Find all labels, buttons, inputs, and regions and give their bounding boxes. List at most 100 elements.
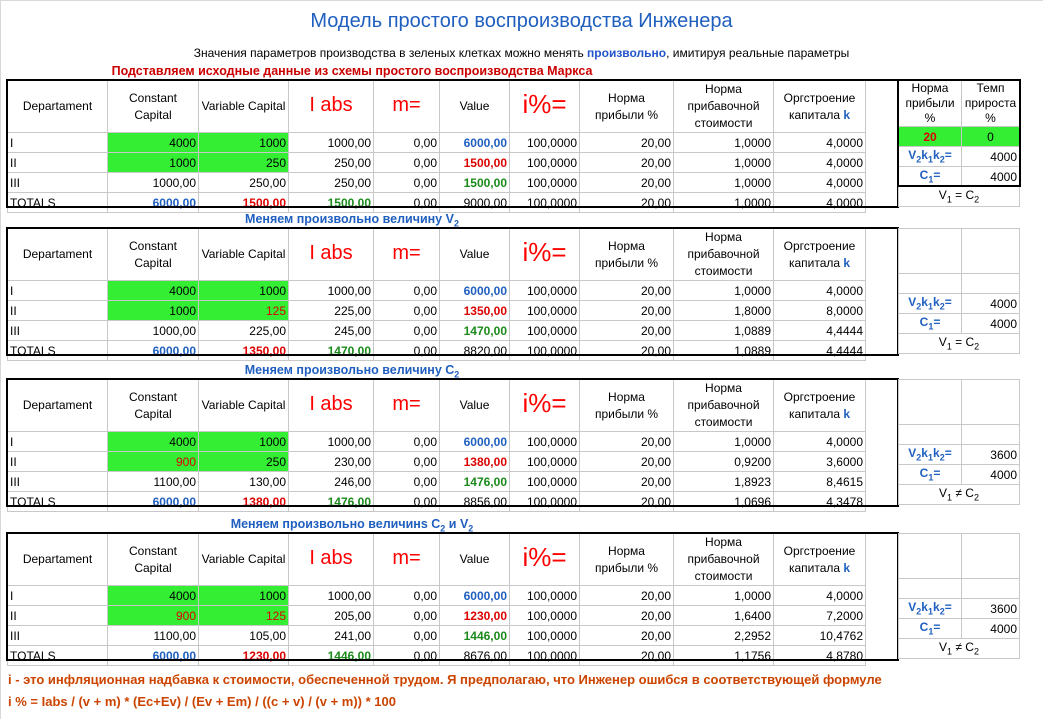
subtitle-text-end: , имитируя реальные параметры [666,46,850,60]
side-panel-4: V2k1k2= 3600 C1= 4000 V1 ≠ C2 [898,533,1020,659]
table-row: TOTALS 6000,00 1500,00 1500,00 0,00 9000,00 10… [7,192,866,213]
cell-r3-c6: 1446,00 [439,625,510,646]
side-empty [898,379,962,425]
cell-r1-c8: 20,00 [579,431,674,452]
cell-r2-c3[interactable]: 125 [198,605,289,626]
side-c1-label: C1= [898,166,962,187]
cell-r1-c1: I [7,431,108,452]
cell-r3-c6: 1476,00 [439,471,510,492]
header-surplus: Норма прибавочной стоимости [673,379,774,432]
cell-r4-c2: 6000,00 [107,192,199,213]
cell-r4-c10: 4,3478 [773,491,866,512]
side-profit-value[interactable]: 20 [898,126,962,147]
cell-r2-c5: 0,00 [373,451,440,472]
cell-r2-c3[interactable]: 125 [198,300,289,321]
side-empty [898,424,962,445]
side-v1-c2-relation: V1 ≠ C2 [898,638,1020,659]
cell-r2-c2[interactable]: 1000 [107,152,199,173]
header-iabs: I abs [288,533,374,586]
cell-r4-c4: 1470,00 [288,340,374,361]
header-m: m= [373,379,440,432]
cell-r4-c10: 4,4444 [773,340,866,361]
side-panel-1: Норма прибыли % Темп прироста % 20 0 V2k1k2=… [898,80,1020,207]
cell-r1-c3[interactable]: 1000 [198,585,289,606]
header-ipct: i%= [509,379,580,432]
cell-r2-c3[interactable]: 250 [198,451,289,472]
cell-r1-c3[interactable]: 1000 [198,132,289,153]
cell-r3-c7: 100,0000 [509,625,580,646]
cell-r3-c9: 1,0889 [673,320,774,341]
side-growth-value[interactable]: 0 [961,126,1020,147]
cell-r4-c8: 20,00 [579,340,674,361]
side-v2k1k2-value: 4000 [961,293,1020,314]
section-title-4: Меняем произвольно величинs C2 и V2 [230,517,474,534]
cell-r2-c9: 1,6400 [673,605,774,626]
side-c1-label: C1= [898,313,962,334]
table-row: II 900 250 230,00 0,00 1380,00 100,0000 20,00 0,… [7,451,866,472]
side-c1-label: C1= [898,464,962,485]
cell-r2-c2[interactable]: 900 [107,605,199,626]
cell-r4-c4: 1446,00 [288,645,374,666]
footer-formula: i % = Iabs / (v + m) * (Ec+Ev) / (Ev + E… [8,694,396,709]
header-surplus: Норма прибавочной стоимости [673,228,774,281]
header-surplus: Норма прибавочной стоимости [673,80,774,133]
cell-r1-c2[interactable]: 4000 [107,431,199,452]
cell-r4-c10: 4,8780 [773,645,866,666]
cell-r2-c4: 225,00 [288,300,374,321]
cell-r1-c9: 1,0000 [673,431,774,452]
header-variable: Variable Capital [198,379,289,432]
table-row: II 900 125 205,00 0,00 1230,00 100,0000 20,00 1,… [7,605,866,626]
cell-r2-c1: II [7,605,108,626]
cell-r2-c1: II [7,451,108,472]
header-profit: Норма прибыли % [579,228,674,281]
footer-note: i - это инфляционная надбавка к стоимост… [8,672,882,687]
cell-r3-c9: 2,2952 [673,625,774,646]
cell-r2-c10: 4,0000 [773,152,866,173]
cell-r3-c10: 4,4444 [773,320,866,341]
cell-r2-c3[interactable]: 250 [198,152,289,173]
cell-r3-c7: 100,0000 [509,172,580,193]
cell-r3-c5: 0,00 [373,172,440,193]
cell-r1-c3[interactable]: 1000 [198,431,289,452]
cell-r2-c4: 230,00 [288,451,374,472]
cell-r1-c6: 6000,00 [439,280,510,301]
table-row: I 4000 1000 1000,00 0,00 6000,00 100,0000 20,00… [7,585,866,606]
header-iabs: I abs [288,379,374,432]
header-organic: Оргстроение капитала k [773,80,866,133]
side-c1-value: 4000 [961,313,1020,334]
table-row: III 1100,00 105,00 241,00 0,00 1446,00 100,000… [7,625,866,646]
cell-r4-c5: 0,00 [373,645,440,666]
cell-r3-c3: 225,00 [198,320,289,341]
cell-r1-c2[interactable]: 4000 [107,280,199,301]
cell-r3-c2: 1100,00 [107,471,199,492]
data-table-4: Departament Constant Capital Variable Capi… [7,533,866,666]
cell-r3-c3: 130,00 [198,471,289,492]
cell-r1-c3[interactable]: 1000 [198,280,289,301]
side-empty [961,578,1020,599]
cell-r2-c2[interactable]: 900 [107,451,199,472]
header-profit: Норма прибыли % [579,379,674,432]
table-row: TOTALS 6000,00 1350,00 1470,00 0,00 8820,00 10… [7,340,866,361]
cell-r2-c7: 100,0000 [509,605,580,626]
table-row: I 4000 1000 1000,00 0,00 6000,00 100,0000 20,00… [7,280,866,301]
header-constant: Constant Capital [107,379,199,432]
cell-r4-c6: 8856,00 [439,491,510,512]
cell-r2-c4: 205,00 [288,605,374,626]
cell-r1-c4: 1000,00 [288,431,374,452]
side-empty [961,228,1020,274]
cell-r1-c2[interactable]: 4000 [107,132,199,153]
side-v2k1k2-value: 3600 [961,444,1020,465]
cell-r4-c7: 100,0000 [509,491,580,512]
cell-r3-c1: III [7,471,108,492]
header-variable: Variable Capital [198,228,289,281]
cell-r2-c8: 20,00 [579,451,674,472]
cell-r1-c7: 100,0000 [509,132,580,153]
cell-r1-c2[interactable]: 4000 [107,585,199,606]
cell-r4-c6: 9000,00 [439,192,510,213]
side-empty [898,228,962,274]
cell-r2-c6: 1380,00 [439,451,510,472]
cell-r2-c2[interactable]: 1000 [107,300,199,321]
section-title-1: Подставляем исходные данные из схемы про… [111,64,593,78]
cell-r3-c8: 20,00 [579,320,674,341]
cell-r3-c10: 10,4762 [773,625,866,646]
